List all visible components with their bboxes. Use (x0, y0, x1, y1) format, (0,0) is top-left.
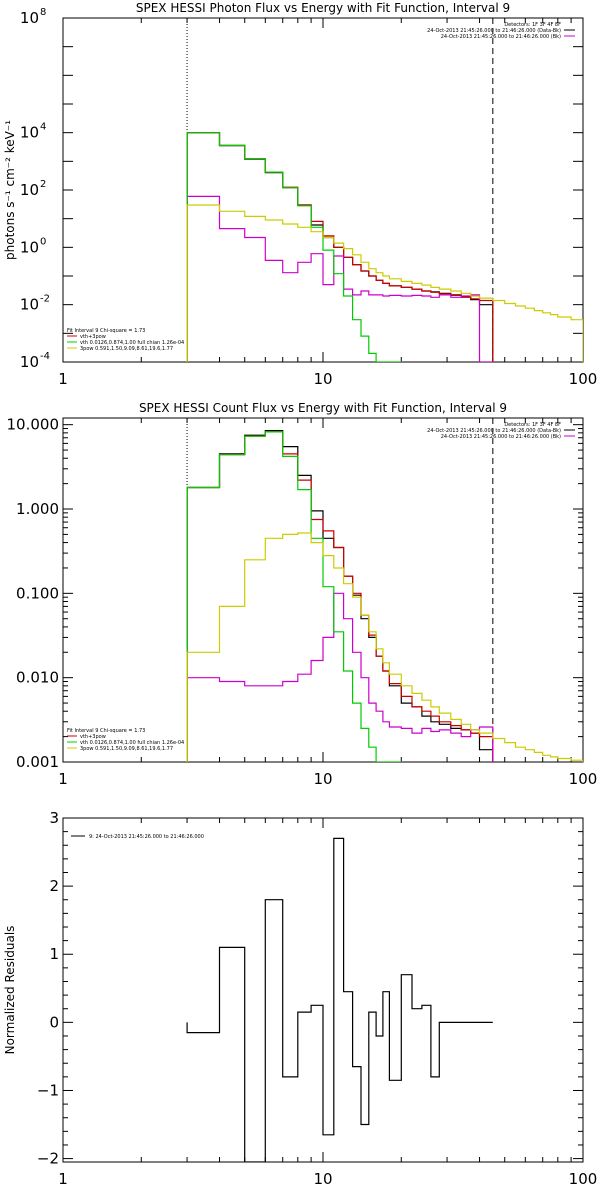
y-tick-label: 3 (49, 809, 59, 827)
x-tick-label: 1 (58, 770, 68, 788)
plot-frame (62, 417, 584, 763)
x-tick-label: 100 (569, 770, 598, 788)
y-tick-label: −1 (37, 1081, 59, 1099)
legend-entry: vth+3pow (80, 734, 106, 740)
chart-panel-2: 1 10 100 0.001 0.010 0.100 1.000 10.000 SPEX HES… (7, 401, 598, 788)
legend-entry: Detectors: 1F 3F 4F 8F (504, 22, 561, 28)
y-tick-label: 10 (20, 238, 39, 256)
series-3pow (186, 204, 583, 362)
legend-entry: 9: 24-Oct-2013 21:45:26.000 to 21:46:26.… (89, 834, 204, 840)
y-tick-label: 0.010 (16, 669, 59, 687)
y-tick-exponent: 8 (40, 7, 46, 18)
x-tick-label: 1 (58, 370, 68, 388)
series-data-bk (186, 430, 494, 762)
chart-title: SPEX HESSI Count Flux vs Energy with Fit… (139, 401, 507, 415)
series-data-bk (186, 132, 494, 362)
y-tick-label: 1.000 (16, 500, 59, 518)
series-group (186, 837, 493, 1162)
legend-entry: 24-Oct-2013 21:45:26.000 to 21:46:26.000… (427, 28, 561, 34)
y-tick-label: 10 (20, 353, 39, 371)
y-tick-exponent: -4 (40, 351, 50, 362)
series-9-24-oct-2013-21-45-26-000-to-21-46-26-000 (186, 837, 493, 1162)
legend-entry: 3pow 0.591,1.50,9.09,8.61,19.6,1.77 (80, 746, 173, 752)
legend-entry: Fit Interval 9 Chi-square = 1.73 (67, 328, 145, 334)
y-tick-label: 10 (20, 9, 39, 27)
y-tick-label: 1 (49, 945, 59, 963)
series-vth-3pow (186, 132, 494, 362)
y-tick-label: 2 (49, 877, 59, 895)
y-tick-exponent: 2 (40, 179, 46, 190)
plot-frame (62, 17, 584, 363)
y-axis-label: Normalized Residuals (3, 926, 17, 1055)
y-tick-label: 10.000 (7, 416, 60, 434)
series-group (186, 132, 583, 362)
y-tick-label: 0.001 (16, 753, 59, 771)
y-tick-label: 10 (20, 296, 39, 314)
chart-title: SPEX HESSI Photon Flux vs Energy with Fi… (136, 1, 510, 15)
legend-entry: Detectors: 1F 3F 4F 8F (504, 422, 561, 428)
series-3pow (186, 532, 583, 762)
legend-entry: vth 0.0126,0.874,1.00 full chian 1.26e-0… (80, 340, 184, 346)
series-bk (186, 195, 494, 362)
x-tick-label: 10 (313, 770, 332, 788)
y-tick-exponent: 4 (40, 122, 46, 133)
legend-entry: 24-Oct-2013 21:45:26.000 to 21:46:26.000… (441, 34, 561, 40)
series-vth (186, 431, 402, 762)
legend-entry: 24-Oct-2013 21:45:26.000 to 21:46:26.000… (427, 428, 561, 434)
y-tick-exponent: -2 (40, 294, 50, 305)
x-tick-label: 10 (313, 1170, 332, 1188)
y-axis-label: photons s⁻¹ cm⁻² keV⁻¹ (3, 120, 17, 260)
y-tick-label: −2 (37, 1150, 59, 1168)
series-vth (186, 132, 402, 362)
x-tick-label: 1 (58, 1170, 68, 1188)
legend-entry: 24-Oct-2013 21:45:26.000 to 21:46:26.000… (441, 434, 561, 440)
legend-entry: vth+3pow (80, 334, 106, 340)
y-tick-label: 10 (20, 181, 39, 199)
series-group (186, 430, 583, 762)
legend-entry: 3pow 0.591,1.50,9.09,8.61,19.6,1.77 (80, 346, 173, 352)
y-tick-label: 0.100 (16, 584, 59, 602)
x-tick-label: 100 (569, 1170, 598, 1188)
y-tick-label: 10 (20, 124, 39, 142)
chart-panel-3: 1 10 100 −2 −1 0 1 2 3 Normalized Residuals 9: 24-… (3, 809, 597, 1188)
y-tick-label: 0 (49, 1013, 59, 1031)
series-bk (186, 592, 494, 762)
x-tick-label: 100 (569, 370, 598, 388)
y-tick-exponent: 0 (40, 236, 46, 247)
legend-entry: Fit Interval 9 Chi-square = 1.73 (67, 728, 145, 734)
series-vth-3pow (186, 431, 494, 762)
legend-entry: vth 0.0126,0.874,1.00 full chian 1.26e-0… (80, 740, 184, 746)
x-tick-label: 10 (313, 370, 332, 388)
